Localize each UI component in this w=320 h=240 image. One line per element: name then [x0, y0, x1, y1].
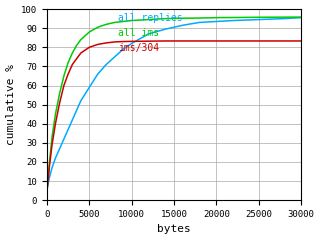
Text: all ims: all ims — [118, 28, 159, 38]
Text: ims/304: ims/304 — [118, 43, 159, 54]
Y-axis label: cumulative %: cumulative % — [5, 64, 16, 145]
X-axis label: bytes: bytes — [157, 224, 191, 234]
Text: all replies: all replies — [118, 13, 183, 23]
